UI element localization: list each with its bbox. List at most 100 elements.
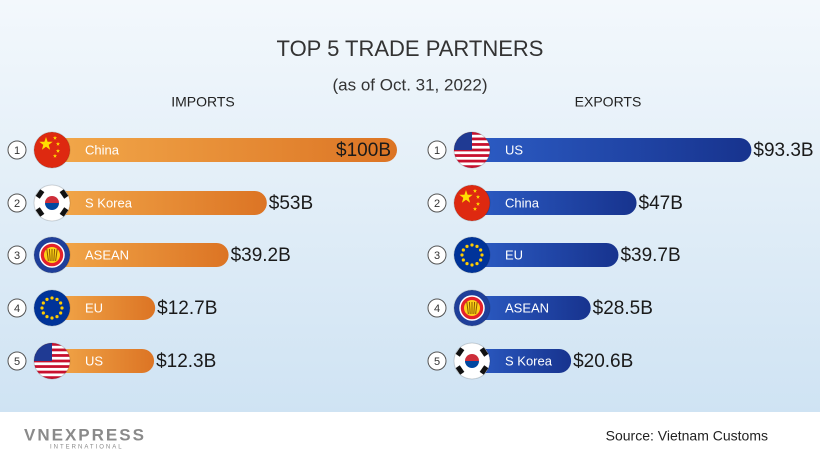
rank-label: 3 [434, 250, 440, 262]
flag-trigram [455, 365, 465, 375]
flag-stripe [34, 370, 70, 374]
flag-star [55, 297, 59, 301]
category-label: S Korea [505, 353, 553, 368]
category-label: US [505, 142, 523, 157]
flag-star [55, 315, 59, 319]
rank-circle [427, 351, 447, 371]
bar [52, 296, 156, 320]
flag-star [461, 248, 465, 252]
flag-sheaf [468, 301, 471, 315]
flag-sheaf [48, 248, 51, 262]
flag-border [453, 236, 491, 274]
flag-star [50, 316, 54, 320]
rank-circle [427, 245, 447, 265]
flag-star [39, 137, 53, 150]
flag-star [45, 315, 49, 319]
rank-label: 2 [14, 198, 20, 210]
flag-star [479, 258, 483, 262]
flag-star [45, 297, 49, 301]
value-label: $39.2B [231, 245, 291, 266]
bar [472, 349, 572, 373]
flag-star [52, 153, 58, 158]
flag-star [475, 262, 479, 266]
rank-label: 4 [434, 303, 440, 315]
flag-star [55, 148, 61, 153]
flag [34, 185, 70, 221]
flag-trigram [35, 189, 45, 199]
flag-star [459, 190, 473, 203]
flag [34, 290, 70, 326]
rank-label: 5 [434, 356, 440, 368]
subtitle: (as of Oct. 31, 2022) [333, 75, 488, 94]
flag-trigram [479, 365, 489, 375]
rank-circle [427, 193, 447, 213]
flag-star [50, 296, 54, 300]
flag-bg [454, 185, 490, 221]
source: Source: Vietnam Customs [606, 428, 768, 444]
rank-label: 1 [434, 145, 440, 157]
flag-bg [34, 132, 70, 168]
bar [52, 243, 229, 267]
rank-circle [7, 351, 27, 371]
flag-star [470, 263, 474, 267]
bar [52, 349, 155, 373]
flag-stripe [454, 159, 490, 163]
flag-sheaf [46, 248, 49, 262]
title: TOP 5 TRADE PARTNERS [277, 36, 544, 61]
flag-star [40, 306, 44, 310]
category-label: EU [85, 300, 103, 315]
category-label: S Korea [85, 195, 133, 210]
flag-border [453, 342, 491, 380]
category-label: ASEAN [85, 247, 129, 262]
flag-sheaf [55, 248, 58, 262]
flag-star [475, 244, 479, 248]
flag-star [480, 253, 484, 257]
flag-border [33, 131, 71, 169]
flag-star [465, 262, 469, 266]
category-label: China [85, 142, 120, 157]
flag-trigram [455, 347, 465, 357]
rank-circle [427, 298, 447, 318]
flag-yang [465, 354, 479, 361]
bar [472, 138, 752, 162]
flag-yang [45, 196, 59, 203]
flag-star [472, 188, 478, 193]
flag-star [460, 253, 464, 257]
flag [454, 185, 490, 221]
flag-star [470, 243, 474, 247]
flag-yin [465, 361, 479, 368]
flag-border [33, 184, 71, 222]
rank-label: 2 [434, 198, 440, 210]
flag-star [52, 135, 58, 140]
value-label: $28.5B [593, 298, 653, 319]
rank-circle [427, 140, 447, 160]
flag-star [472, 206, 478, 211]
bar [472, 296, 591, 320]
category-label: US [85, 353, 103, 368]
bar [472, 243, 619, 267]
flag [454, 237, 490, 273]
flag-star [55, 141, 61, 146]
flag-stripe [454, 165, 490, 168]
value-label: $39.7B [620, 245, 680, 266]
flag-star [475, 201, 481, 206]
rank-circle [7, 193, 27, 213]
flag-border [453, 184, 491, 222]
flag-star [465, 244, 469, 248]
value-label: $53B [269, 193, 313, 214]
rank-circle [7, 140, 27, 160]
flag-star [41, 311, 45, 315]
flag [34, 237, 70, 273]
rank-label: 5 [14, 356, 20, 368]
flag [454, 343, 490, 379]
flag-stripe [454, 154, 490, 157]
flag-border [33, 342, 71, 380]
bar [52, 191, 267, 215]
flag-sheaf [473, 301, 476, 315]
rank-label: 1 [14, 145, 20, 157]
flag-star [475, 194, 481, 199]
flag-star [60, 306, 64, 310]
flag-trigram [479, 347, 489, 357]
